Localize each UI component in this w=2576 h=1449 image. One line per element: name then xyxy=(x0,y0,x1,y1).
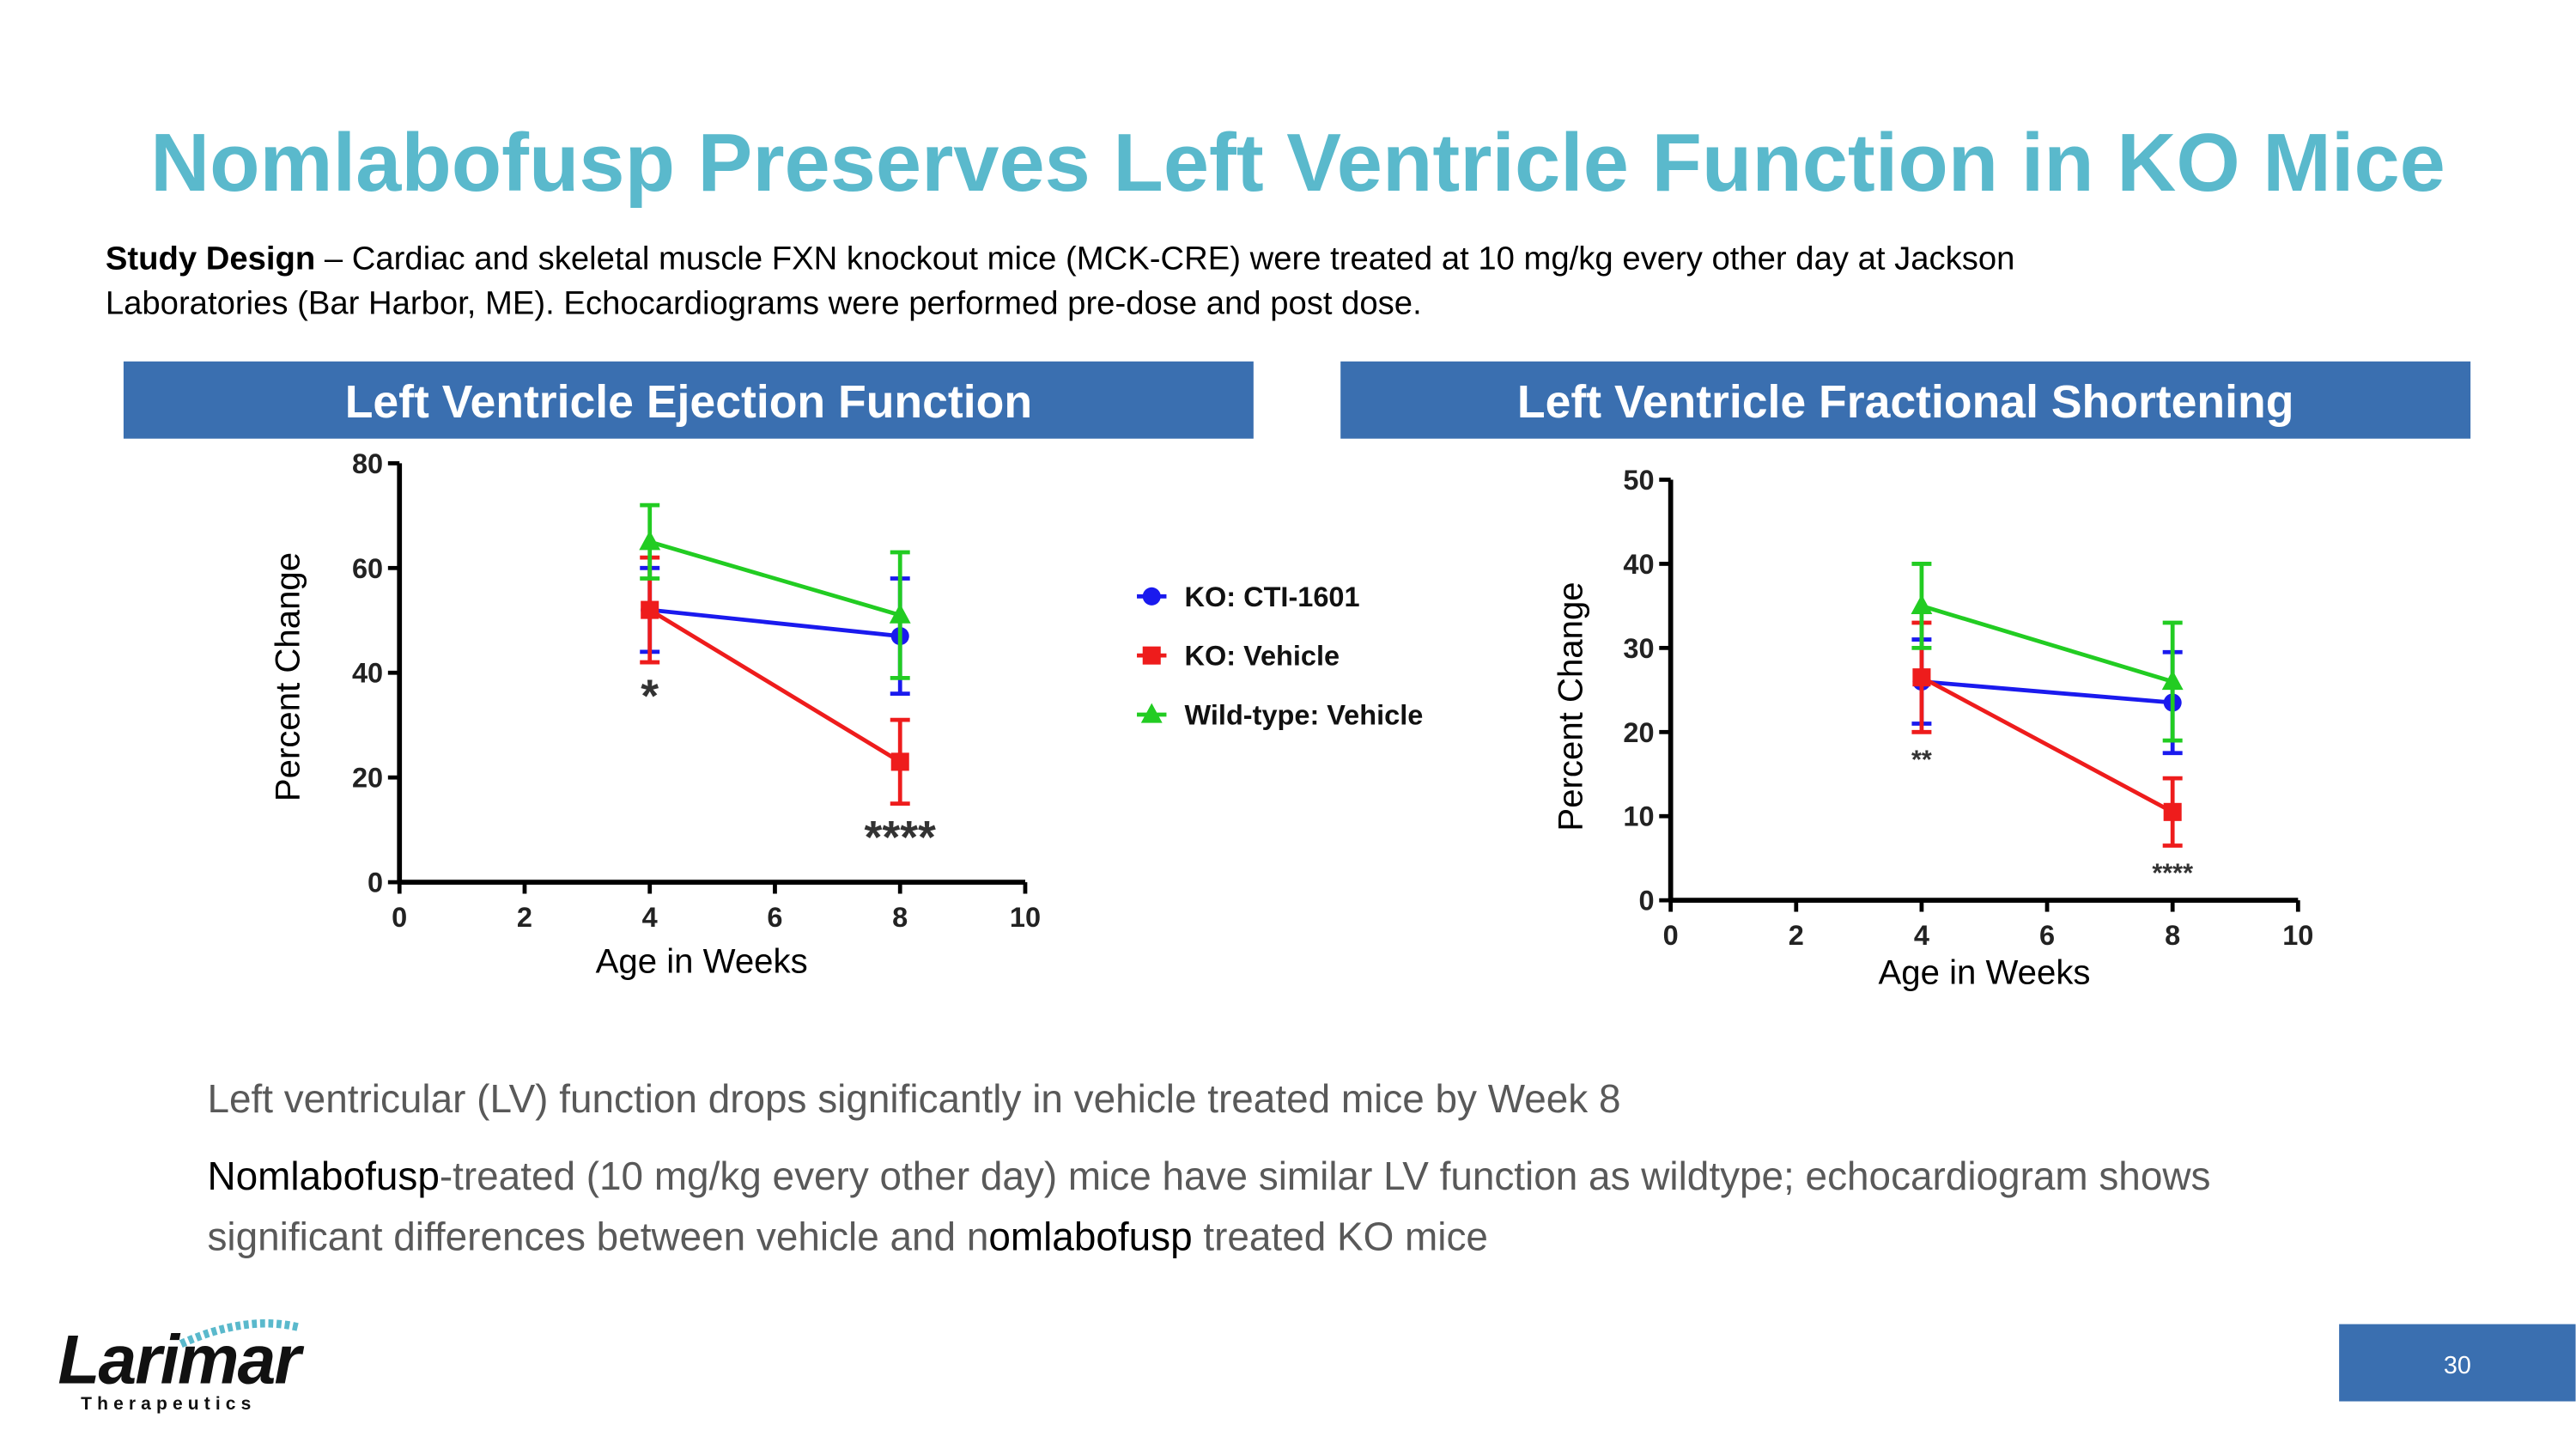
y-tick-label: 50 xyxy=(1623,465,1654,496)
bullet-segment: omlabofusp xyxy=(988,1215,1192,1259)
y-tick-label: 10 xyxy=(1623,801,1654,832)
x-tick-label: 4 xyxy=(1914,920,1929,951)
significance-label: * xyxy=(641,671,659,721)
marker xyxy=(639,530,661,551)
significance-label: ** xyxy=(1911,745,1932,774)
x-tick-label: 8 xyxy=(892,902,908,933)
study-design-line: Study Design – Cardiac and skeletal musc… xyxy=(106,240,2015,277)
x-tick-label: 4 xyxy=(642,902,658,933)
logo: Larimar xyxy=(58,1321,304,1398)
study-design-text: – Cardiac and skeletal muscle FXN knocko… xyxy=(315,240,2014,277)
marker xyxy=(1142,587,1161,606)
legend-label: KO: Vehicle xyxy=(1185,641,1340,672)
series-line xyxy=(1921,679,2173,705)
bullet-segment: treated KO mice xyxy=(1193,1215,1488,1259)
y-tick-label: 20 xyxy=(1623,717,1654,748)
y-tick-label: 0 xyxy=(1638,886,1654,916)
bullet-segment: Left ventricular (LV) function drops sig… xyxy=(207,1076,1620,1121)
marker xyxy=(1911,594,1933,614)
legend-label: Wild-type: Vehicle xyxy=(1185,700,1424,731)
y-tick-label: 60 xyxy=(352,553,383,584)
significance-label: **** xyxy=(2152,859,2193,888)
logo-mark xyxy=(179,1318,301,1348)
y-tick-label: 0 xyxy=(368,868,383,898)
page-number-box xyxy=(2339,1324,2576,1402)
bullet-segment: significant differences between vehicle … xyxy=(207,1215,988,1259)
study-design-label: Study Design xyxy=(106,240,315,277)
significance-label: **** xyxy=(865,813,937,863)
y-axis-label: Percent Change xyxy=(269,552,307,801)
chart-title: Left Ventricle Fractional Shortening xyxy=(1517,377,2294,428)
study-design-text: Laboratories (Bar Harbor, ME). Echocardi… xyxy=(106,284,1422,321)
series-line xyxy=(649,539,901,618)
marker xyxy=(1912,668,1931,687)
y-tick-label: 40 xyxy=(1623,549,1654,580)
marker xyxy=(890,752,909,771)
x-tick-label: 8 xyxy=(2165,920,2180,951)
x-tick-label: 6 xyxy=(2039,920,2055,951)
marker xyxy=(1140,703,1163,723)
x-tick-label: 10 xyxy=(2282,920,2313,951)
series-line xyxy=(648,608,902,764)
bullet-text: significant differences between vehicle … xyxy=(207,1215,1488,1259)
slide-title: Nomlabofusp Preserves Left Ventricle Fun… xyxy=(150,117,2445,209)
y-tick-label: 80 xyxy=(352,448,383,479)
bullet-text: Nomlabofusp-treated (10 mg/kg every othe… xyxy=(207,1154,2210,1198)
bullet-segment: -treated (10 mg/kg every other day) mice… xyxy=(440,1154,2211,1198)
x-axis-label: Age in Weeks xyxy=(1878,953,2090,992)
chart-banner xyxy=(1340,361,2471,439)
series-line xyxy=(1920,675,2174,814)
series-line xyxy=(649,607,901,638)
logo-subtitle: Therapeutics xyxy=(81,1394,256,1414)
y-tick-label: 20 xyxy=(352,763,383,794)
x-tick-label: 0 xyxy=(1663,920,1679,951)
y-tick-label: 30 xyxy=(1623,633,1654,664)
marker xyxy=(2163,802,2182,821)
legend-label: KO: CTI-1601 xyxy=(1185,581,1360,612)
page-number: 30 xyxy=(2444,1352,2471,1379)
marker xyxy=(641,600,659,619)
marker xyxy=(2161,670,2184,691)
y-axis-label: Percent Change xyxy=(1551,581,1589,831)
marker xyxy=(889,603,911,624)
chart-banner xyxy=(123,361,1254,439)
x-tick-label: 10 xyxy=(1010,902,1041,933)
bullet-segment: Nomlabofusp xyxy=(207,1154,439,1198)
bullet-text: Left ventricular (LV) function drops sig… xyxy=(207,1076,1620,1121)
x-tick-label: 0 xyxy=(392,902,407,933)
chart-title: Left Ventricle Ejection Function xyxy=(345,377,1032,428)
x-tick-label: 2 xyxy=(517,902,532,933)
series-line xyxy=(1921,604,2173,684)
y-tick-label: 40 xyxy=(352,658,383,689)
x-tick-label: 2 xyxy=(1789,920,1804,951)
x-tick-label: 6 xyxy=(767,902,782,933)
marker xyxy=(1142,646,1161,665)
x-axis-label: Age in Weeks xyxy=(596,941,808,980)
